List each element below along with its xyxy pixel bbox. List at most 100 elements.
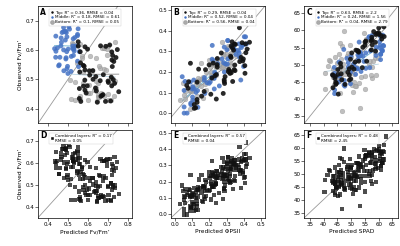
Point xyxy=(242,175,248,179)
Point xyxy=(114,47,120,51)
Point xyxy=(194,94,200,98)
Point xyxy=(214,174,220,178)
Point xyxy=(212,175,219,179)
Point xyxy=(241,158,247,162)
Point xyxy=(206,189,212,193)
Point xyxy=(361,169,367,173)
Point xyxy=(377,58,384,62)
Point xyxy=(212,74,218,78)
Point xyxy=(102,44,109,48)
Point xyxy=(242,71,248,75)
Point xyxy=(376,40,383,44)
Point xyxy=(200,77,207,81)
Point xyxy=(338,109,345,113)
Point xyxy=(194,187,201,191)
Point xyxy=(97,157,104,161)
Point xyxy=(209,159,216,163)
Point xyxy=(240,175,247,179)
Point xyxy=(221,70,228,74)
Point xyxy=(366,36,372,40)
Point xyxy=(76,96,82,100)
Point xyxy=(110,94,117,98)
Point xyxy=(95,185,102,189)
Point xyxy=(360,158,366,162)
Point xyxy=(213,169,220,173)
Point xyxy=(96,173,102,177)
Point xyxy=(335,175,341,179)
Point xyxy=(82,158,88,162)
Point xyxy=(225,57,231,61)
Point xyxy=(204,188,210,192)
Point xyxy=(243,20,250,24)
Point xyxy=(85,193,91,197)
Point xyxy=(206,65,213,69)
Point xyxy=(104,44,111,47)
Point xyxy=(202,178,209,182)
Point xyxy=(378,52,384,56)
Point xyxy=(231,42,238,46)
Point xyxy=(337,42,344,46)
Point xyxy=(82,45,88,49)
Point xyxy=(369,182,376,186)
Point xyxy=(338,181,345,185)
Point xyxy=(347,57,354,61)
Point xyxy=(332,77,338,80)
Point xyxy=(355,53,361,57)
Point xyxy=(203,194,210,198)
Point xyxy=(358,181,364,184)
Point xyxy=(70,53,77,57)
Point xyxy=(75,154,81,158)
Point xyxy=(69,155,76,159)
Point xyxy=(232,158,238,162)
Point xyxy=(206,174,212,178)
Point xyxy=(354,175,360,179)
Point xyxy=(378,164,384,168)
Point xyxy=(188,195,195,199)
Point xyxy=(221,186,228,190)
Point xyxy=(332,182,338,186)
Point xyxy=(354,175,361,179)
Point xyxy=(222,75,228,78)
Point xyxy=(105,185,112,189)
Point xyxy=(105,198,111,202)
Point xyxy=(100,174,107,178)
Point xyxy=(206,176,213,180)
Point xyxy=(354,67,360,71)
Point xyxy=(372,167,379,171)
Point xyxy=(198,62,205,65)
Point xyxy=(336,67,342,71)
Point xyxy=(206,170,212,174)
Point xyxy=(60,30,67,33)
Text: F: F xyxy=(306,131,311,140)
Point xyxy=(332,166,338,169)
Point xyxy=(356,169,362,173)
Point xyxy=(380,149,386,153)
Point xyxy=(356,40,362,44)
Point xyxy=(191,206,198,210)
Point xyxy=(200,184,206,188)
Point xyxy=(340,171,346,175)
Point xyxy=(226,68,232,72)
Point xyxy=(369,150,375,154)
Point xyxy=(100,179,106,183)
Point xyxy=(202,189,208,193)
Point xyxy=(354,67,361,71)
Point xyxy=(355,58,362,62)
Point xyxy=(338,173,344,177)
Point xyxy=(186,209,193,213)
Point xyxy=(66,27,73,31)
Point xyxy=(112,79,118,83)
Point xyxy=(68,21,75,25)
Point xyxy=(222,173,228,177)
Point xyxy=(58,157,64,161)
Point xyxy=(349,187,355,191)
Point xyxy=(80,70,86,74)
Point xyxy=(198,199,205,203)
Point xyxy=(190,78,197,82)
Point xyxy=(80,188,87,192)
Point xyxy=(212,61,218,65)
Point xyxy=(77,195,84,199)
Point xyxy=(74,61,80,65)
Point xyxy=(341,179,348,183)
Point xyxy=(236,171,243,175)
